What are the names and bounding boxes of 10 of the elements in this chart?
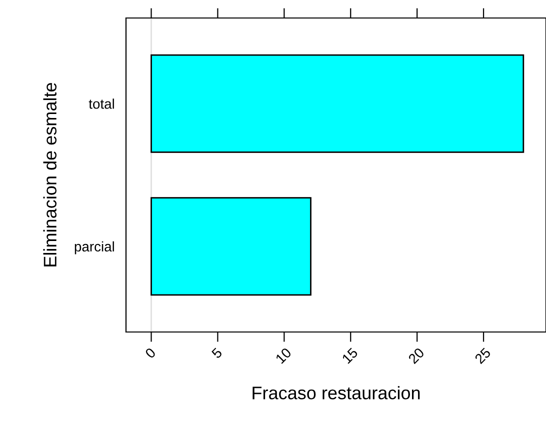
- y-axis-title: Eliminacion de esmalte: [43, 82, 57, 266]
- x-tick-label: 5: [211, 347, 223, 359]
- x-tick-label: 10: [275, 347, 292, 364]
- y-tick-label: parcial: [74, 241, 114, 254]
- y-tick-label: total: [88, 98, 114, 109]
- x-tick-label: 20: [408, 347, 425, 364]
- x-tick-label: 25: [474, 347, 492, 364]
- x-tick-label: 0: [144, 347, 156, 359]
- x-tick-label: 15: [342, 347, 358, 364]
- x-axis-title: Fracaso restauracion: [252, 386, 420, 400]
